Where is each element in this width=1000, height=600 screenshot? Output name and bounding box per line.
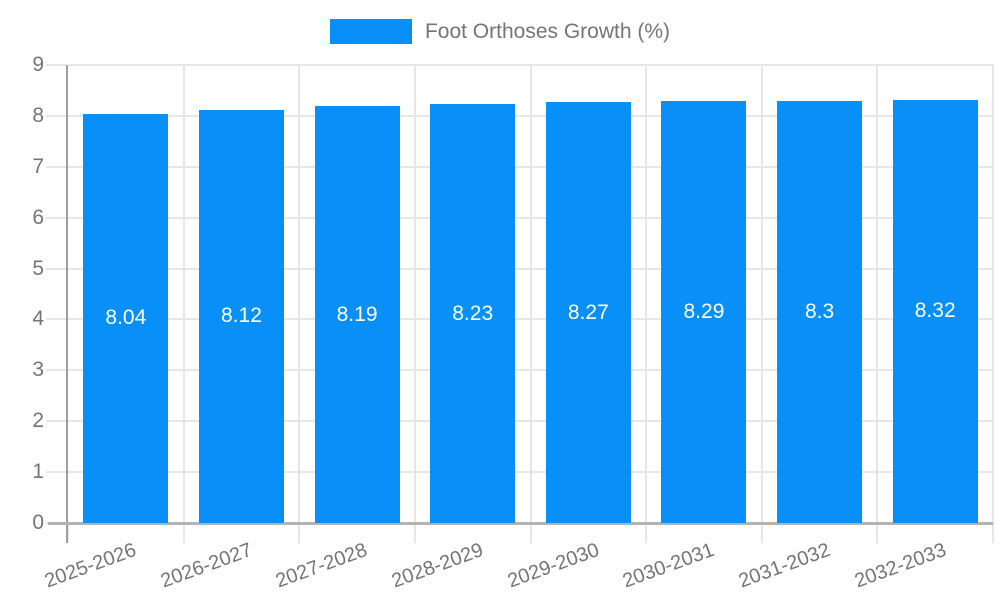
bar-value-label: 8.32 bbox=[914, 299, 956, 323]
y-tick bbox=[46, 114, 66, 117]
y-axis-tick-label: 6 bbox=[32, 205, 44, 229]
y-tick bbox=[46, 420, 66, 423]
bar[interactable]: 8.27 bbox=[545, 102, 631, 523]
bar[interactable]: 8.19 bbox=[314, 106, 400, 523]
bar-value-label: 8.27 bbox=[567, 300, 609, 324]
x-gridline bbox=[413, 65, 416, 523]
legend-swatch[interactable] bbox=[329, 19, 412, 44]
x-axis-line bbox=[48, 522, 993, 525]
x-tick bbox=[645, 523, 648, 543]
y-tick bbox=[46, 267, 66, 270]
y-axis-tick-label: 1 bbox=[32, 460, 44, 484]
y-tick bbox=[46, 64, 66, 66]
x-tick bbox=[529, 523, 532, 543]
x-tick bbox=[760, 523, 763, 543]
y-axis-tick-label: 2 bbox=[32, 409, 44, 433]
bar-value-label: 8.12 bbox=[221, 304, 262, 328]
bar[interactable]: 8.32 bbox=[892, 99, 978, 523]
x-axis-tick-label-text: 2032-2033 bbox=[851, 539, 949, 593]
bar[interactable]: 8.12 bbox=[198, 109, 284, 523]
x-gridline bbox=[876, 65, 879, 523]
x-tick bbox=[876, 523, 879, 543]
bar-value-label: 8.23 bbox=[452, 301, 494, 325]
x-gridline bbox=[298, 65, 301, 523]
y-axis-tick-label: 3 bbox=[32, 358, 44, 382]
x-gridline bbox=[992, 65, 994, 523]
y-tick bbox=[46, 216, 66, 219]
y-tick bbox=[46, 318, 66, 321]
x-gridline bbox=[645, 65, 648, 523]
y-axis-tick-label: 7 bbox=[32, 154, 44, 178]
x-axis-tick-label: 2032-2033 bbox=[641, 539, 948, 592]
bar[interactable]: 8.3 bbox=[777, 100, 863, 523]
y-axis-tick-label: 4 bbox=[32, 307, 44, 331]
y-tick bbox=[46, 165, 66, 168]
x-tick bbox=[67, 523, 69, 543]
bar-value-label: 8.29 bbox=[683, 300, 725, 324]
x-tick bbox=[992, 523, 994, 543]
y-tick bbox=[46, 369, 66, 372]
x-tick bbox=[413, 523, 416, 543]
chart-legend[interactable]: Foot Orthoses Growth (%) bbox=[0, 19, 1000, 44]
bar[interactable]: 8.23 bbox=[430, 104, 516, 523]
y-axis-tick-label: 5 bbox=[32, 256, 44, 280]
bar-value-label: 8.3 bbox=[804, 299, 835, 323]
y-axis-tick-label: 9 bbox=[32, 53, 44, 76]
bar-value-label: 8.04 bbox=[105, 306, 147, 330]
x-tick bbox=[298, 523, 301, 543]
bar[interactable]: 8.29 bbox=[661, 101, 747, 523]
plot-area: 0 1 2 3 4 5 6 7 8 9 8.04 8.12 8.19 8.23 8.27 8.29 8.3 8.3… bbox=[32, 54, 994, 592]
x-gridline bbox=[182, 65, 185, 523]
x-gridline bbox=[529, 65, 532, 523]
y-axis-tick-label: 0 bbox=[32, 511, 44, 534]
y-tick bbox=[46, 471, 66, 474]
y-axis-line bbox=[66, 65, 68, 543]
x-gridline bbox=[760, 65, 763, 523]
y-axis-tick-label: 8 bbox=[32, 103, 44, 127]
bar-value-label: 8.19 bbox=[336, 302, 378, 326]
legend-label[interactable]: Foot Orthoses Growth (%) bbox=[424, 19, 671, 43]
bar[interactable]: 8.04 bbox=[83, 113, 169, 523]
x-tick bbox=[182, 523, 185, 543]
